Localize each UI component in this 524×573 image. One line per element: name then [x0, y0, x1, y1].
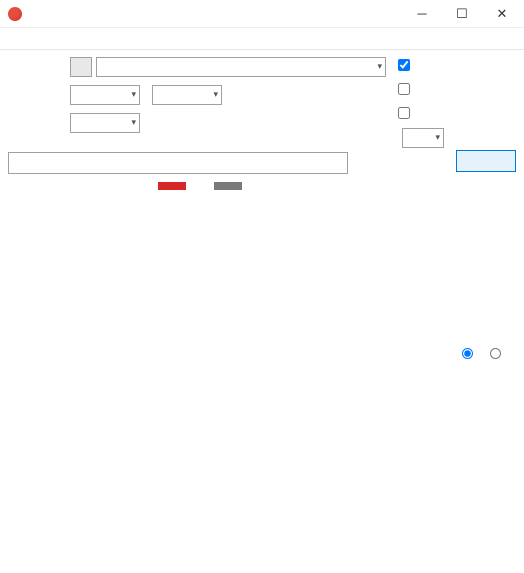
chevron-down-icon: ▾	[131, 117, 136, 128]
verify-checkbox[interactable]	[398, 107, 410, 119]
app-icon	[8, 7, 22, 21]
bypass-checkbox[interactable]	[398, 83, 410, 95]
file-size-select[interactable]: ▾	[70, 113, 140, 133]
chart-legend	[0, 180, 456, 192]
drive-select[interactable]: ▾	[96, 57, 386, 77]
menu-bar	[0, 28, 524, 50]
transfer-to-select[interactable]: ▾	[152, 85, 222, 105]
unit-ios-radio[interactable]	[490, 348, 504, 359]
legend-read-swatch	[214, 182, 242, 190]
start-button[interactable]	[456, 150, 516, 172]
chevron-down-icon: ▾	[131, 89, 136, 100]
chevron-down-icon: ▾	[213, 89, 218, 100]
transfer-from-select[interactable]: ▾	[70, 85, 140, 105]
results-chart	[8, 194, 308, 344]
unit-bs-radio[interactable]	[462, 348, 476, 359]
chevron-down-icon: ▾	[377, 61, 382, 72]
direct-checkbox[interactable]	[398, 59, 410, 71]
description-input[interactable]	[8, 152, 348, 174]
close-button[interactable]: ✕	[482, 1, 522, 27]
legend-write-swatch	[158, 182, 186, 190]
chevron-down-icon: ▾	[435, 132, 440, 143]
title-bar: ─ ☐ ✕	[0, 0, 524, 28]
queue-depth-select[interactable]: ▾	[402, 128, 444, 148]
browse-button[interactable]	[70, 57, 92, 77]
minimize-button[interactable]: ─	[402, 1, 442, 27]
maximize-button[interactable]: ☐	[442, 1, 482, 27]
